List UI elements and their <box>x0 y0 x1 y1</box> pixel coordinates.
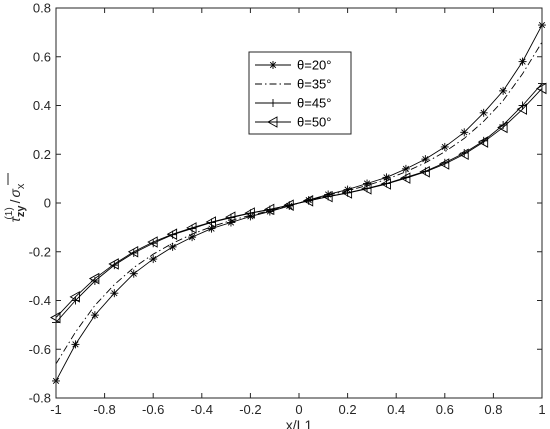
y-tick-label: 0 <box>44 196 51 211</box>
marker-triangle-left <box>283 199 294 211</box>
marker-triangle-left <box>399 172 411 184</box>
marker-triangle-left <box>205 216 216 228</box>
legend-box <box>248 51 352 135</box>
y-tick-label: -0.6 <box>29 342 51 357</box>
x-tick-label: -0.8 <box>93 402 115 417</box>
marker-triangle-left <box>88 272 100 285</box>
marker-asterisk <box>168 242 177 251</box>
y-tick-label: 0.4 <box>33 98 51 113</box>
legend-label: θ=35° <box>297 77 331 92</box>
marker-triangle-left <box>166 228 178 240</box>
marker-triangle-left <box>225 211 236 223</box>
marker-triangle-left <box>458 148 469 161</box>
svg-text:τzy(1) /σx: τzy(1) /σx <box>4 183 27 222</box>
marker-asterisk <box>421 155 430 164</box>
marker-triangle-left <box>419 166 430 178</box>
y-label-sigma: σ <box>7 189 23 198</box>
marker-triangle-left <box>127 245 139 258</box>
y-axis-label: τzy(1) /σx <box>4 173 27 222</box>
marker-asterisk <box>90 311 99 320</box>
marker-triangle-left <box>147 236 158 248</box>
y-tick-label: -0.4 <box>29 293 51 308</box>
marker-triangle-left <box>477 136 489 148</box>
x-tick-label: -0.6 <box>142 402 164 417</box>
ticks-layer: -1 -0.8 -0.6 -0.4 -0.2 0 0.2 0.4 0.6 0.8 1-0.8-0.6… <box>29 1 546 418</box>
marker-triangle-left <box>263 203 275 216</box>
y-tick-label: -0.2 <box>29 244 51 259</box>
marker-asterisk <box>440 142 449 151</box>
marker-asterisk <box>479 108 488 117</box>
marker-triangle-left <box>516 103 528 115</box>
y-tick-label: 0.6 <box>33 49 51 64</box>
marker-plus <box>269 99 277 107</box>
marker-plus <box>518 101 527 110</box>
legend-label: θ=50° <box>297 115 331 130</box>
y-label-sep: / <box>7 199 23 207</box>
legend-entry-2: θ=35° <box>255 77 331 92</box>
marker-triangle-left <box>322 190 333 203</box>
x-tick-label: 0.2 <box>339 402 357 417</box>
marker-asterisk <box>460 128 469 137</box>
y-label-sigma-sub: x <box>15 183 27 189</box>
series-1 <box>52 21 546 385</box>
x-axis-label: x/L1 <box>286 417 313 429</box>
marker-asterisk <box>129 269 138 278</box>
marker-triangle-left <box>108 258 119 270</box>
marker-asterisk <box>149 255 158 264</box>
marker-triangle-left <box>497 121 508 134</box>
marker-asterisk <box>269 61 277 69</box>
marker-triangle-left <box>438 158 450 170</box>
marker-plus <box>71 296 80 305</box>
x-tick-label: 0 <box>295 402 302 417</box>
y-label-tau: τ <box>7 216 23 222</box>
marker-triangle-left <box>380 178 391 190</box>
marker-triangle-left <box>302 195 314 207</box>
x-tick-label: -0.2 <box>239 402 261 417</box>
marker-asterisk <box>518 57 527 66</box>
legend-entry-1: θ=20° <box>255 58 331 73</box>
y-label-sup: (1) <box>4 207 15 219</box>
y-label-sub: zy <box>15 205 27 218</box>
marker-triangle-left <box>267 116 278 128</box>
marker-asterisk <box>401 164 410 173</box>
series-line <box>55 88 543 318</box>
marker-asterisk <box>110 289 119 298</box>
y-tick-label: -0.8 <box>29 391 51 406</box>
marker-triangle-left <box>244 207 255 219</box>
marker-triangle-left <box>69 291 80 303</box>
x-tick-label: 0.4 <box>387 402 405 417</box>
legend-label: θ=20° <box>297 58 331 73</box>
x-tick-label: -1 <box>50 402 62 417</box>
x-tick-label: 0.8 <box>484 402 502 417</box>
marker-triangle-left <box>186 222 197 234</box>
marker-triangle-left <box>341 187 353 199</box>
series-layer <box>50 21 547 385</box>
legend-entry-3: θ=45° <box>255 96 331 111</box>
marker-asterisk <box>71 340 80 349</box>
y-tick-label: 0.8 <box>33 1 51 16</box>
marker-triangle-left <box>361 183 372 195</box>
marker-asterisk <box>499 86 508 95</box>
x-tick-label: -0.4 <box>191 402 213 417</box>
legend: θ=20° θ=35° θ=45° θ=50° <box>248 51 352 135</box>
x-tick-label: 1 <box>538 402 545 417</box>
series-4 <box>50 82 547 324</box>
x-tick-label: 0.6 <box>436 402 454 417</box>
y-tick-label: 0.2 <box>33 147 51 162</box>
legend-label: θ=45° <box>297 96 331 111</box>
legend-entry-4: θ=50° <box>255 115 331 130</box>
